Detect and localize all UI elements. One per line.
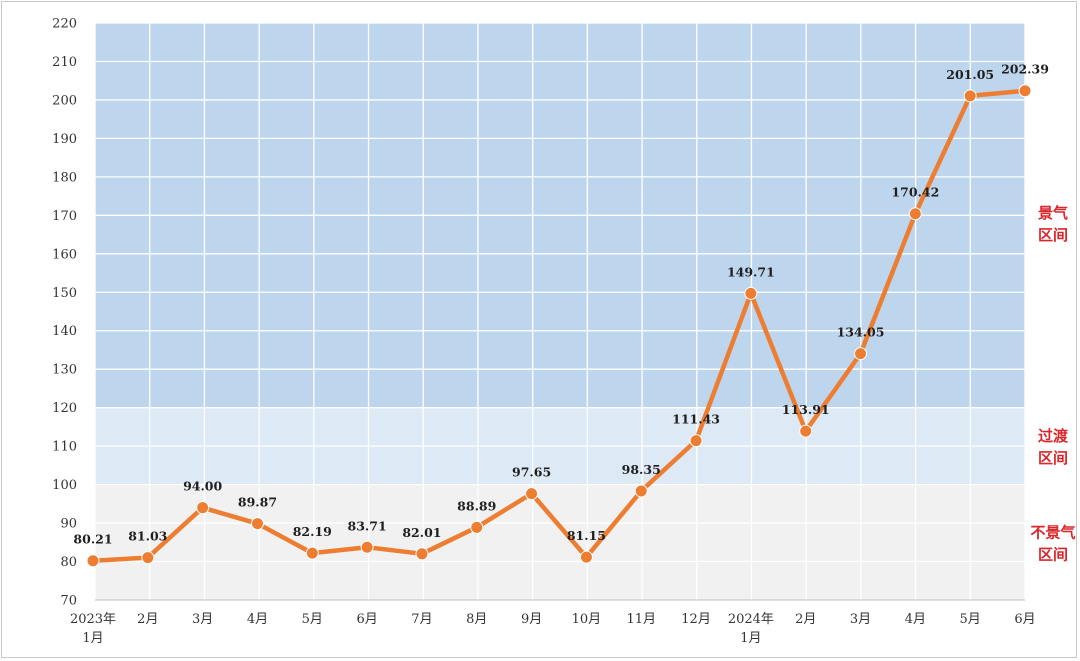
y-tick-label: 120 — [52, 401, 77, 416]
y-tick-label: 70 — [60, 594, 77, 609]
data-label: 98.35 — [622, 462, 661, 477]
x-tick-label: 3月 — [192, 612, 213, 627]
zone-labels: 不景气区间 过渡区间 景气区间 — [1030, 204, 1075, 563]
data-point — [470, 520, 484, 534]
data-label: 81.15 — [567, 528, 606, 543]
zone-label-2: 景气区间 — [1038, 204, 1068, 244]
x-tick-label: 2023年 1月 — [70, 612, 116, 646]
data-point — [141, 551, 155, 565]
y-tick-label: 100 — [52, 478, 77, 493]
x-tick-label: 6月 — [1014, 612, 1035, 627]
x-tick-label: 4月 — [905, 612, 926, 627]
x-tick-label: 4月 — [247, 612, 268, 627]
data-label: 82.19 — [293, 524, 332, 539]
y-axis-ticks: 70 80 90 100 110 120 130 140 150 160 170 180 190 200 2… — [52, 17, 77, 609]
data-label: 81.03 — [128, 529, 167, 544]
y-tick-label: 160 — [52, 247, 77, 262]
x-tick-label: 5月 — [302, 612, 323, 627]
data-point — [689, 434, 703, 448]
data-label: 202.39 — [1001, 62, 1049, 77]
x-tick-label: 11月 — [626, 612, 656, 627]
x-tick-label: 10月 — [572, 612, 602, 627]
data-label: 134.05 — [837, 325, 885, 340]
data-point — [634, 484, 648, 498]
x-tick-label: 12月 — [681, 612, 711, 627]
data-label: 82.01 — [402, 525, 441, 540]
data-point — [86, 554, 100, 568]
data-point — [799, 424, 813, 438]
x-tick-label: 3月 — [850, 612, 871, 627]
data-points — [86, 84, 1032, 568]
x-tick-label: 8月 — [466, 612, 487, 627]
data-label: 170.42 — [891, 185, 939, 200]
y-tick-label: 80 — [60, 555, 77, 570]
data-point — [525, 487, 539, 501]
x-tick-label: 2月 — [795, 612, 816, 627]
y-tick-label: 130 — [52, 363, 77, 378]
data-point — [360, 540, 374, 554]
zone-label-1: 过渡区间 — [1038, 427, 1069, 467]
data-point — [854, 347, 868, 361]
data-label: 88.89 — [457, 498, 496, 513]
zone-bands — [95, 23, 1025, 600]
y-tick-label: 210 — [52, 55, 77, 70]
y-tick-label: 190 — [52, 132, 77, 147]
y-tick-label: 90 — [60, 517, 77, 532]
data-label: 97.65 — [512, 465, 551, 480]
data-point — [415, 547, 429, 561]
data-label: 113.91 — [782, 402, 830, 417]
y-tick-label: 170 — [52, 209, 77, 224]
zone-band-0 — [95, 484, 1025, 600]
data-point — [250, 517, 264, 531]
x-tick-label: 2024年 1月 — [728, 612, 774, 646]
x-tick-label: 6月 — [356, 612, 377, 627]
data-point — [744, 286, 758, 300]
data-label: 201.05 — [946, 67, 994, 82]
y-tick-label: 200 — [52, 93, 77, 108]
data-labels: 80.21 81.03 94.00 89.87 82.19 83.71 82.01 88.89… — [73, 62, 1049, 547]
x-tick-label: 9月 — [521, 612, 542, 627]
data-label: 94.00 — [183, 479, 222, 494]
y-tick-label: 180 — [52, 170, 77, 185]
data-point — [579, 550, 593, 564]
x-tick-label: 2月 — [137, 612, 158, 627]
data-label: 89.87 — [238, 495, 277, 510]
data-point — [305, 546, 319, 560]
y-tick-label: 150 — [52, 286, 77, 301]
x-axis-ticks: 2023年 1月 2月 3月 4月 5月 6月 7月 8月 9月 10月 11月 12月 2024年 1月 2… — [70, 612, 1036, 646]
y-tick-label: 220 — [52, 17, 77, 32]
series-line — [90, 88, 1028, 563]
data-point — [963, 89, 977, 103]
zone-label-0: 不景气区间 — [1030, 523, 1075, 563]
y-tick-label: 110 — [52, 440, 77, 455]
series-polyline — [90, 88, 1028, 563]
data-point — [1018, 84, 1032, 98]
x-tick-label: 7月 — [411, 612, 432, 627]
data-label: 80.21 — [73, 532, 112, 547]
grid-lines — [94, 22, 1026, 600]
x-tick-label: 5月 — [960, 612, 981, 627]
data-point — [196, 501, 210, 515]
data-label: 111.43 — [672, 412, 720, 427]
y-tick-label: 140 — [52, 324, 77, 339]
data-point — [908, 207, 922, 221]
data-label: 83.71 — [348, 518, 387, 533]
data-label: 149.71 — [727, 264, 775, 279]
